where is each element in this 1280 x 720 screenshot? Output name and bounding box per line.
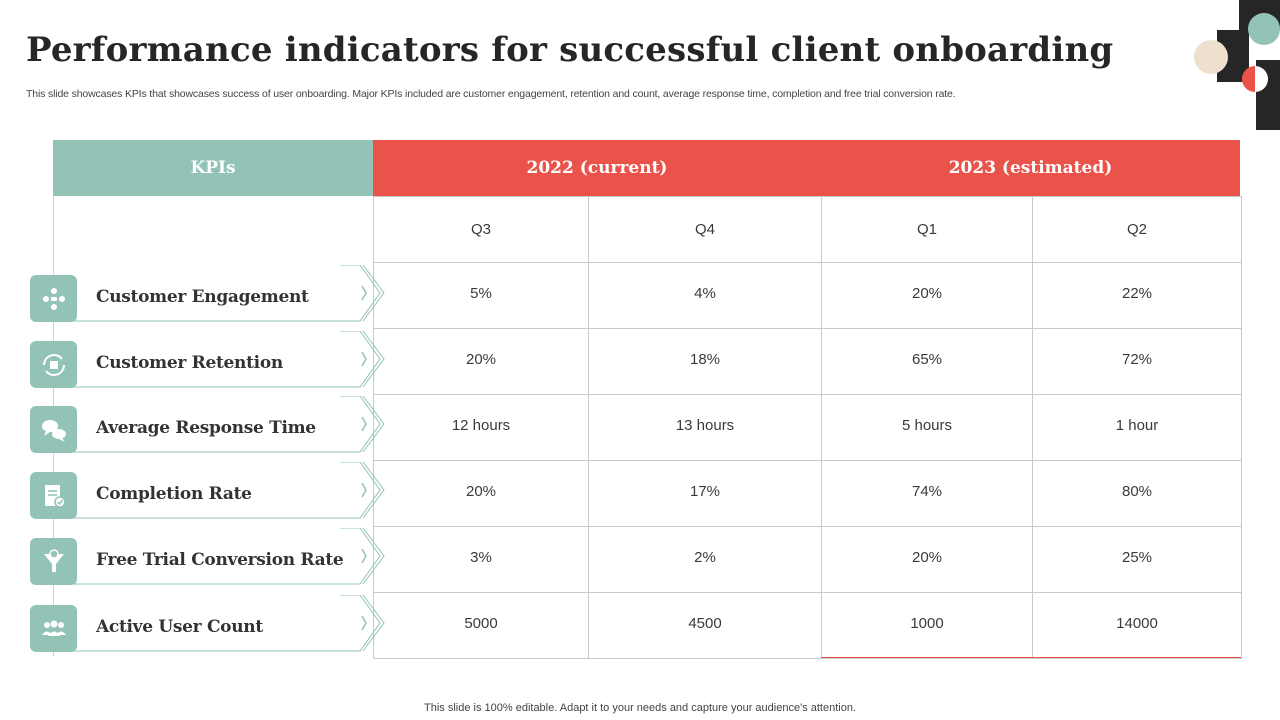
kpi-arrow-frame: [50, 265, 385, 322]
value-cell: 18%: [588, 328, 822, 395]
header-2023-estimated: 2023 (estimated): [821, 140, 1240, 196]
corner-decoration-circle: [1194, 40, 1228, 74]
estimated-bottom-accent: [821, 657, 1241, 658]
value-cell: 5000: [373, 592, 589, 659]
page-title: Performance indicators for successful cl…: [26, 30, 1114, 70]
kpi-label: Customer Retention: [96, 353, 283, 373]
value-cell: 20%: [821, 262, 1033, 329]
footer-note: This slide is 100% editable. Adapt it to…: [424, 702, 856, 714]
kpi-arrow-frame: [50, 595, 385, 652]
value-cell: 14000: [1032, 592, 1242, 659]
page-subtitle: This slide showcases KPIs that showcases…: [26, 88, 956, 100]
quarter-cell: Q4: [588, 196, 822, 263]
kpi-row-completion-rate: Completion Rate: [30, 462, 385, 519]
value-cell: 4%: [588, 262, 822, 329]
value-cell: 2%: [588, 526, 822, 593]
table-row: 5% 4% 20% 22%: [373, 262, 1242, 329]
value-cell: 1000: [821, 592, 1033, 659]
table-row: 3% 2% 20% 25%: [373, 526, 1242, 593]
table-row: 20% 17% 74% 80%: [373, 460, 1242, 527]
value-cell: 17%: [588, 460, 822, 527]
kpi-label: Active User Count: [96, 617, 263, 637]
kpi-row-customer-retention: Customer Retention: [30, 331, 385, 388]
chat-bubbles-icon: [30, 406, 77, 453]
people-network-icon: [30, 275, 77, 322]
value-cell: 3%: [373, 526, 589, 593]
value-cell: 65%: [821, 328, 1033, 395]
value-cell: 4500: [588, 592, 822, 659]
kpi-label: Free Trial Conversion Rate: [96, 550, 344, 570]
checked-document-icon: [30, 472, 77, 519]
value-cell: 25%: [1032, 526, 1242, 593]
value-cell: 22%: [1032, 262, 1242, 329]
kpi-arrow-frame: [50, 528, 385, 585]
corner-decoration-circle: [1248, 13, 1280, 45]
table-row: 20% 18% 65% 72%: [373, 328, 1242, 395]
kpi-arrow-frame: [50, 462, 385, 519]
quarter-cell: Q1: [821, 196, 1033, 263]
kpi-arrow-frame: [50, 331, 385, 388]
kpi-row-average-response-time: Average Response Time: [30, 396, 385, 453]
table-row: 12 hours 13 hours 5 hours 1 hour: [373, 394, 1242, 461]
table-row: 5000 4500 1000 14000: [373, 592, 1242, 659]
quarter-header-row: Q3 Q4 Q1 Q2: [373, 196, 1242, 263]
value-cell: 72%: [1032, 328, 1242, 395]
kpi-label: Customer Engagement: [96, 287, 309, 307]
funnel-dollar-icon: [30, 538, 77, 585]
value-cell: 5%: [373, 262, 589, 329]
corner-decoration-half-circle: [1242, 66, 1268, 92]
value-cell: 20%: [373, 328, 589, 395]
value-cell: 1 hour: [1032, 394, 1242, 461]
value-cell: 13 hours: [588, 394, 822, 461]
value-cell: 5 hours: [821, 394, 1033, 461]
kpi-label: Completion Rate: [96, 484, 252, 504]
kpi-row-free-trial-conversion-rate: Free Trial Conversion Rate: [30, 528, 385, 585]
kpi-row-active-user-count: Active User Count: [30, 595, 385, 652]
value-cell: 20%: [821, 526, 1033, 593]
kpi-label: Average Response Time: [96, 418, 316, 438]
value-cell: 74%: [821, 460, 1033, 527]
quarter-cell: Q2: [1032, 196, 1242, 263]
kpi-table: Q3 Q4 Q1 Q2 5% 4% 20% 22% 20% 18% 65% 72…: [373, 196, 1242, 659]
quarter-cell: Q3: [373, 196, 589, 263]
user-group-icon: [30, 605, 77, 652]
value-cell: 80%: [1032, 460, 1242, 527]
kpi-column-header: KPIs: [53, 140, 373, 196]
kpi-arrow-frame: [50, 396, 385, 453]
kpi-row-customer-engagement: Customer Engagement: [30, 265, 385, 322]
header-2022-current: 2022 (current): [373, 140, 821, 196]
value-cell: 20%: [373, 460, 589, 527]
value-cell: 12 hours: [373, 394, 589, 461]
retention-cycle-icon: [30, 341, 77, 388]
